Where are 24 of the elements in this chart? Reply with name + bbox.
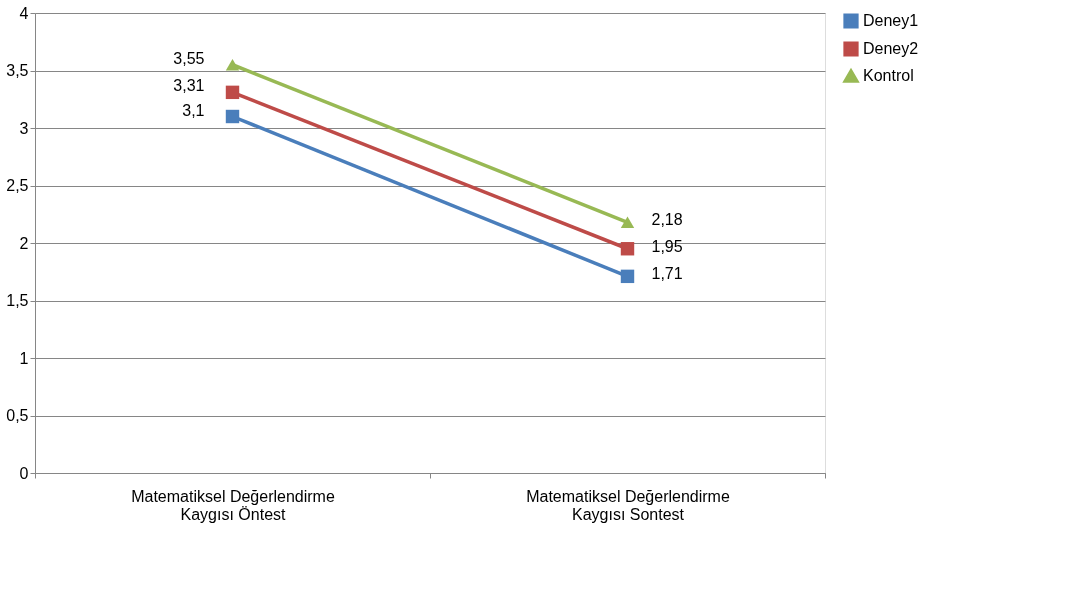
x-tick-label: Matematiksel Değerlendirme Kaygısı Sontest: [526, 487, 730, 523]
y-tick-label: 1: [19, 349, 29, 367]
data-label: 3,1: [182, 101, 205, 119]
y-tick-label: 2,5: [6, 177, 29, 194]
point: [225, 85, 240, 100]
data-label: 2,18: [651, 211, 683, 229]
legend-label: Deney2: [863, 40, 919, 57]
point: [620, 269, 635, 284]
legend-label: Kontrol: [863, 67, 914, 84]
point: [620, 242, 635, 256]
y-tick-label: 3: [19, 119, 29, 137]
y-tick-label: 3,5: [6, 62, 29, 79]
y-tick-label: 0: [19, 464, 29, 482]
data-label: 3,55: [173, 49, 205, 67]
data-label: 1,95: [651, 237, 683, 255]
x-tick-label: Matematiksel Değerlendirme Kaygısı Öntest: [131, 487, 335, 523]
legend-label: Deney1: [863, 12, 919, 29]
y-tick-label: 1,5: [6, 292, 29, 309]
y-tick-label: 4: [19, 4, 29, 22]
y-tick-label: 2: [19, 234, 29, 252]
data-label: 3,31: [173, 77, 205, 95]
point: [225, 109, 240, 124]
data-label: 1,71: [651, 265, 683, 283]
y-tick-label: 0,5: [6, 407, 29, 424]
